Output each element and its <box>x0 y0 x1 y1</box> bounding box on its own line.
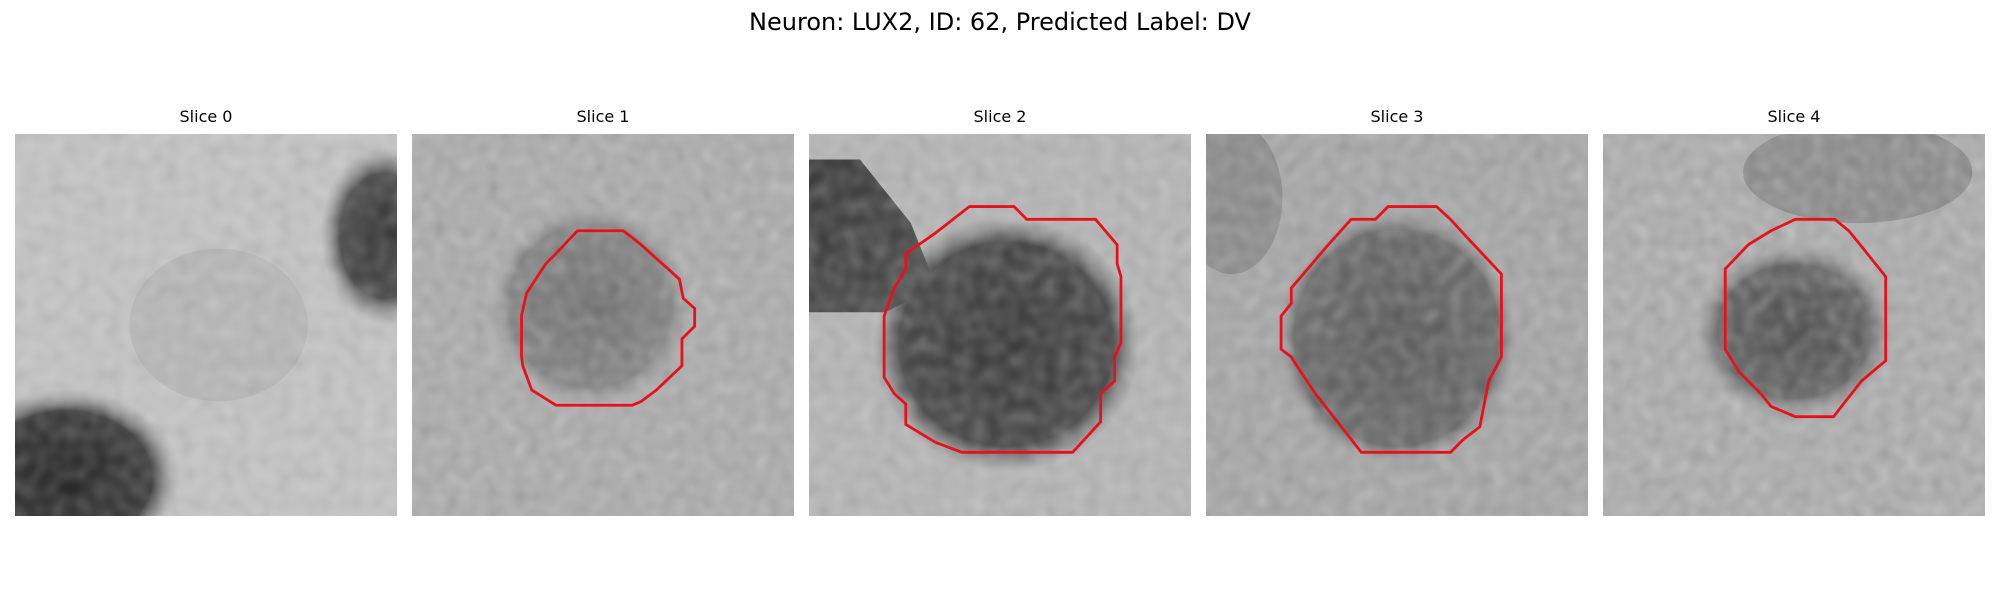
slice-image-1 <box>412 134 794 516</box>
figure-title: Neuron: LUX2, ID: 62, Predicted Label: D… <box>749 8 1251 36</box>
slice-title-1: Slice 1 <box>576 107 630 126</box>
slice-contour-3 <box>1279 205 1503 454</box>
slice-title-0: Slice 0 <box>179 107 233 126</box>
slice-title-4: Slice 4 <box>1767 107 1821 126</box>
slice-contour-1 <box>520 229 697 407</box>
slice-panel-2: Slice 2 <box>809 106 1191 524</box>
slice-contour-2 <box>882 205 1123 454</box>
slice-panel-3: Slice 3 <box>1206 106 1588 524</box>
slice-image-0 <box>15 134 397 516</box>
slice-image-4 <box>1603 134 1985 516</box>
slice-image-3 <box>1206 134 1588 516</box>
slice-title-3: Slice 3 <box>1370 107 1424 126</box>
slice-contour-4 <box>1723 217 1888 419</box>
slice-panel-1: Slice 1 <box>412 106 794 524</box>
slice-panel-4: Slice 4 <box>1603 106 1985 524</box>
slice-title-2: Slice 2 <box>973 107 1027 126</box>
slice-image-2 <box>809 134 1191 516</box>
slice-panel-0: Slice 0 <box>15 106 397 524</box>
